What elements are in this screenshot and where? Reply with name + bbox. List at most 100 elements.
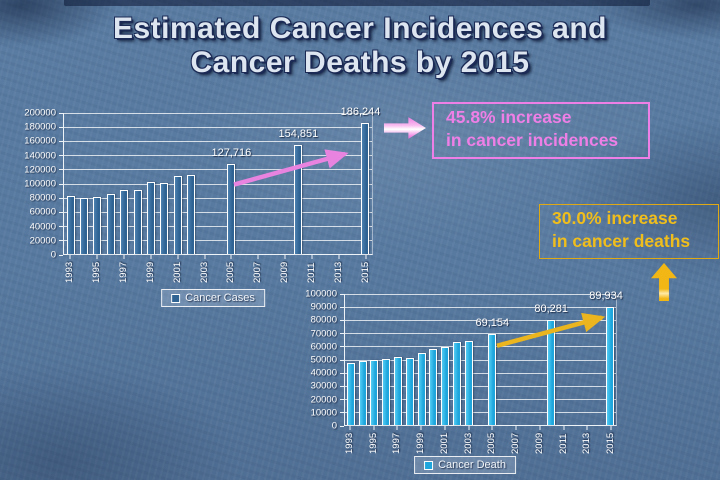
y-axis-label: 60000 (29, 206, 56, 218)
y-axis-tick (59, 140, 63, 142)
x-axis-tick (373, 426, 375, 430)
gridline (345, 294, 616, 295)
x-axis-label: 1999 (415, 432, 427, 454)
x-axis-tick (230, 255, 232, 259)
deaths-callout-line1: 30.0% increase (552, 208, 678, 228)
y-axis-tick (59, 169, 63, 171)
y-axis-label: 20000 (310, 394, 337, 406)
x-axis-label: 2007 (510, 432, 522, 454)
legend-cancer-deaths: Cancer Death (414, 456, 516, 474)
bar-2015 (606, 307, 615, 425)
x-axis-tick (396, 426, 398, 430)
y-axis-label: 0 (50, 249, 56, 261)
x-axis-label: 2011 (306, 262, 318, 283)
legend-swatch-cancer-deaths (424, 460, 434, 470)
data-label-2005: 69,154 (475, 317, 510, 330)
y-axis-label: 200000 (24, 107, 56, 119)
x-axis-tick (284, 255, 286, 259)
y-axis-tick (59, 197, 63, 199)
x-axis-label: 2009 (279, 261, 291, 283)
x-axis-label: 1997 (391, 432, 403, 454)
y-axis-label: 180000 (24, 121, 56, 133)
x-axis-tick (444, 426, 446, 430)
gridline (345, 411, 616, 413)
legend-label-cancer-deaths: Cancer Death (438, 459, 506, 471)
x-axis-label: 1993 (63, 261, 75, 283)
gridline (64, 169, 372, 171)
gridline (64, 211, 372, 213)
x-axis-tick (69, 255, 71, 259)
y-axis-label: 80000 (29, 192, 56, 204)
x-axis-label: 2007 (252, 261, 264, 283)
x-axis-tick (610, 426, 612, 430)
x-axis-label: 1995 (367, 432, 379, 454)
gridline (345, 398, 616, 400)
gridline (345, 333, 616, 335)
y-axis-label: 10000 (310, 407, 337, 419)
deaths-callout-line2: in cancer deaths (552, 231, 691, 251)
gridline (64, 239, 372, 241)
x-axis-tick (349, 426, 351, 430)
y-axis-label: 30000 (310, 380, 337, 392)
bar-2000 (429, 348, 438, 425)
x-axis-label: 2003 (198, 261, 210, 283)
bar-1994 (358, 361, 367, 425)
y-axis-label: 100000 (24, 178, 56, 190)
y-axis-label: 100000 (305, 288, 337, 300)
y-axis-tick (59, 126, 63, 128)
x-axis-tick (468, 426, 470, 430)
y-axis-label: 70000 (310, 328, 337, 340)
y-axis-label: 160000 (24, 135, 56, 147)
y-axis-cancer-cases: 0 20000 40000 60000 80000 100000 120000 140000 1… (24, 108, 63, 261)
cancer-deaths-chart: 0 10000 20000 30000 40000 50000 60000 70000 8000… (300, 284, 630, 480)
y-axis-tick (59, 254, 63, 256)
slide-title: Estimated Cancer Incidences and Cancer D… (0, 12, 720, 80)
x-axis-label: 2015 (605, 432, 617, 454)
y-axis-label: 60000 (310, 341, 337, 353)
x-axis-tick (586, 426, 588, 430)
y-axis-tick (59, 112, 63, 114)
x-axis-tick (491, 426, 493, 430)
gridline (64, 127, 372, 129)
y-axis-tick (340, 425, 344, 427)
incidences-callout: 45.8% increase in cancer incidences (432, 102, 650, 159)
y-axis-tick (340, 333, 344, 335)
x-axis-tick (123, 255, 125, 259)
x-axis-cancer-deaths: 1993 1995 1997 1999 2001 2003 2005 2007 2009 2011… (344, 426, 617, 457)
bar-1996 (106, 194, 115, 254)
bar-2005 (227, 163, 236, 254)
gridline (345, 320, 616, 322)
data-label-2010: 154,851 (278, 128, 319, 141)
legend-swatch-cancer-cases (171, 293, 181, 303)
data-label-2015: 186,244 (340, 105, 381, 118)
y-axis-tick (59, 240, 63, 242)
bar-2001 (173, 175, 182, 254)
bar-1998 (405, 358, 414, 425)
x-axis-label: 2013 (581, 432, 593, 454)
y-axis-tick (340, 306, 344, 308)
y-axis-label: 120000 (24, 164, 56, 176)
y-axis-tick (340, 372, 344, 374)
y-axis-label: 40000 (29, 221, 56, 233)
y-axis-tick (59, 226, 63, 228)
y-axis-label: 20000 (29, 235, 56, 247)
x-axis-label: 2003 (462, 432, 474, 454)
bar-2003 (464, 341, 473, 425)
x-axis-tick (563, 426, 565, 430)
slide-title-line1: Estimated Cancer Incidences and (112, 12, 607, 45)
x-axis-tick (539, 426, 541, 430)
gridline (345, 359, 616, 361)
incidences-callout-line1: 45.8% increase (446, 107, 572, 127)
gridline (64, 141, 372, 143)
x-axis-label: 2005 (225, 261, 237, 283)
x-axis-label: 1999 (144, 261, 156, 283)
y-axis-label: 40000 (310, 367, 337, 379)
y-axis-tick (340, 412, 344, 414)
bar-1995 (370, 359, 379, 425)
bar-1993 (346, 363, 355, 425)
plot-area-cancer-deaths: 69,154 80,281 89,934 (344, 290, 623, 426)
y-axis-label: 80000 (310, 314, 337, 326)
bar-1994 (80, 198, 89, 254)
x-axis-label: 2015 (360, 261, 372, 283)
